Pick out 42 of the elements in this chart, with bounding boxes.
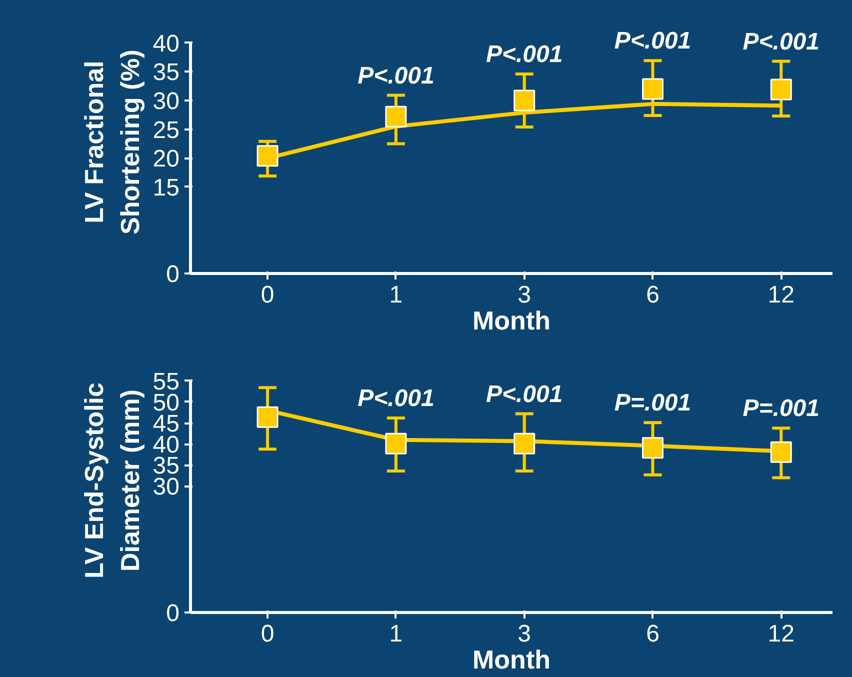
y-tick-label: 30 [152,88,180,115]
x-axis-title: Month [472,306,550,336]
x-tick-label: 0 [260,282,274,308]
x-tick-label: 6 [646,282,660,308]
point [256,406,278,428]
x-tick-label: 0 [260,620,274,648]
point [385,106,407,128]
y-tick-label: 30 [152,474,180,501]
point [770,78,792,100]
y-tick-label: 0 [166,261,180,288]
x-tick-label: 1 [389,620,403,648]
x-tick-label: 3 [518,620,532,648]
x-tick-label: 12 [768,620,794,648]
y-tick-label: 50 [152,389,180,416]
y-axis-title: LV End-Systolic Diameter (mm) [78,382,145,578]
annotation: P<.001 [742,28,820,56]
y-tick-label: 40 [152,30,180,58]
annotation: P<.001 [614,28,692,55]
x-tick-label: 6 [646,620,660,648]
y-tick-label: 15 [152,174,180,202]
point [256,145,278,167]
annotation: P=.001 [742,395,820,422]
point [514,432,536,454]
annotation: P<.001 [486,40,563,68]
y-tick-label: 35 [152,59,180,86]
point [514,90,536,112]
annotation: P<.001 [358,384,434,412]
y-axis-title: LV Fractional Shortening (%) [78,50,145,234]
x-tick-label: 1 [389,282,403,308]
y-tick-label: 0 [166,600,180,627]
y-tick-label: 25 [152,116,180,144]
annotation: P<.001 [486,380,563,408]
x-axis-title: Month [472,644,550,674]
point [385,432,407,454]
point [642,78,664,100]
y-tick-label: 20 [152,146,180,173]
annotation: P=.001 [614,390,692,417]
x-tick-label: 12 [768,282,794,308]
point [770,441,792,463]
annotation: P<.001 [358,62,434,90]
point [642,437,664,459]
x-tick-label: 3 [518,282,532,308]
